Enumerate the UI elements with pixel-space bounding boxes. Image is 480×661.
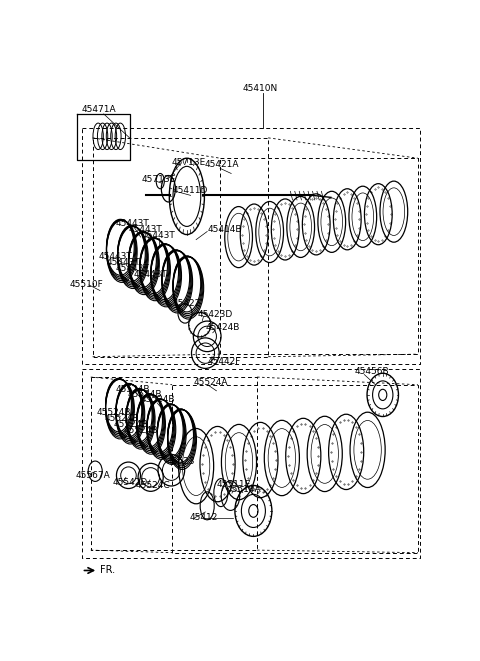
Text: 45443T: 45443T: [142, 231, 176, 239]
Text: 45414B: 45414B: [207, 225, 242, 234]
Text: 45524B: 45524B: [116, 385, 150, 395]
Text: 45423D: 45423D: [198, 310, 233, 319]
Text: 45410N: 45410N: [242, 84, 277, 93]
Text: 45524B: 45524B: [97, 408, 132, 417]
Text: 45524B: 45524B: [128, 391, 162, 399]
Text: 45514A: 45514A: [227, 485, 262, 494]
Text: 45424B: 45424B: [205, 323, 240, 332]
Text: 45511E: 45511E: [216, 480, 251, 489]
Text: 45421A: 45421A: [204, 161, 239, 169]
Text: 45713E: 45713E: [171, 158, 205, 167]
Text: 45456B: 45456B: [355, 368, 390, 377]
Text: 45442F: 45442F: [207, 358, 240, 366]
Text: 45567A: 45567A: [75, 471, 110, 480]
Text: 45443T: 45443T: [116, 219, 150, 228]
Text: FR.: FR.: [100, 565, 115, 575]
Text: 45510F: 45510F: [69, 280, 103, 290]
Text: 45524B: 45524B: [141, 395, 175, 405]
Text: 45443T: 45443T: [116, 264, 150, 273]
Text: 45524B: 45524B: [105, 414, 139, 423]
Text: 45443T: 45443T: [98, 252, 132, 261]
Text: 45524B: 45524B: [123, 426, 158, 435]
Text: 45524C: 45524C: [135, 481, 170, 490]
Text: 45443T: 45443T: [106, 258, 140, 267]
Text: 45443T: 45443T: [133, 270, 167, 279]
Text: 45713E: 45713E: [142, 175, 176, 184]
Text: 45411D: 45411D: [173, 186, 208, 195]
Text: 45542D: 45542D: [112, 479, 147, 487]
Text: 45524A: 45524A: [193, 377, 228, 387]
Text: 45412: 45412: [190, 512, 218, 522]
Text: 45524B: 45524B: [114, 420, 148, 429]
Text: 45523: 45523: [167, 457, 195, 465]
Text: 45422: 45422: [172, 299, 200, 308]
Text: 45443T: 45443T: [129, 225, 162, 234]
Text: 45471A: 45471A: [82, 105, 116, 114]
